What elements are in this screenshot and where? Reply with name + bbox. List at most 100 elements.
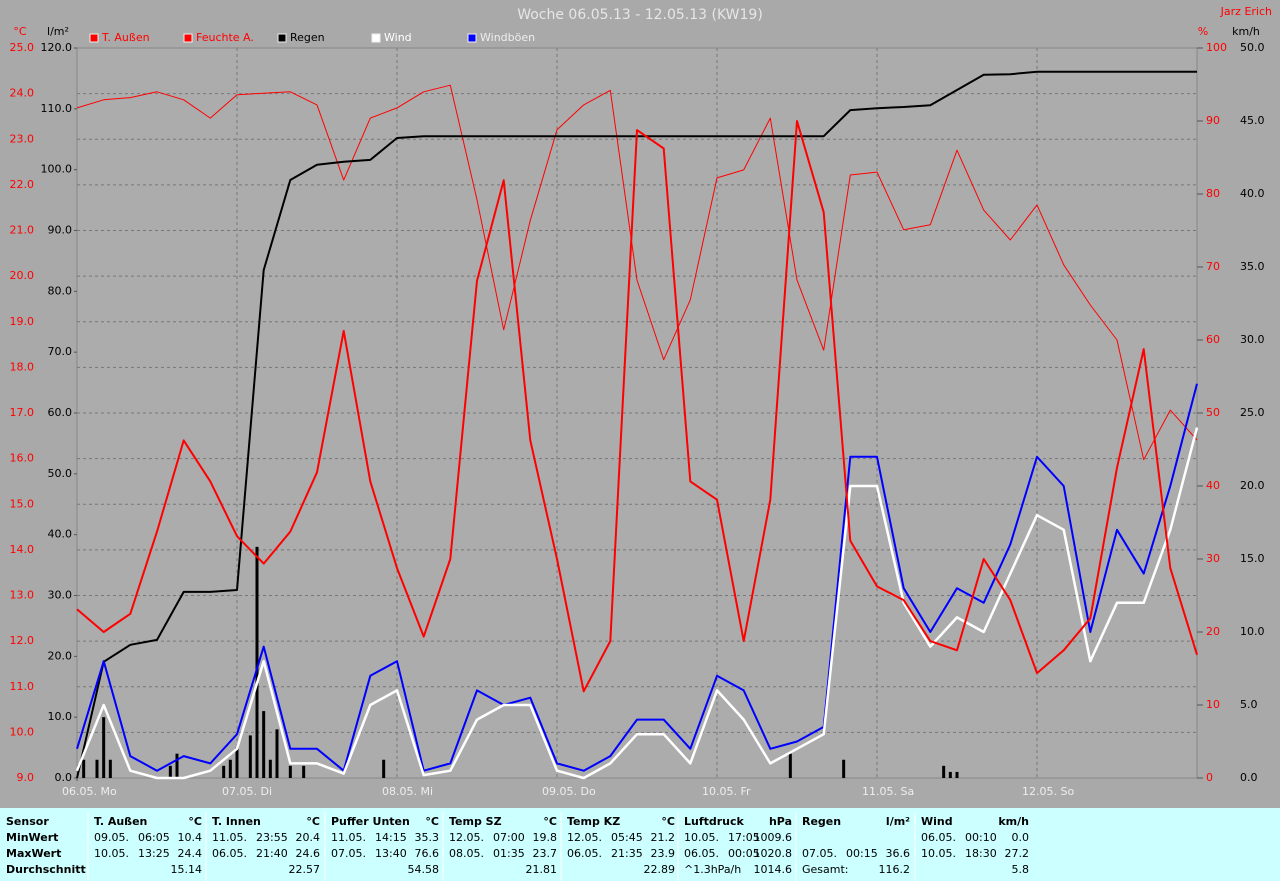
cell: ^1.3hPa/h — [684, 863, 741, 876]
y2-tick-label: 90.0 — [48, 224, 73, 237]
y3-tick-label: 60 — [1206, 333, 1220, 346]
cell: 13:25 — [138, 847, 170, 860]
rain-bar — [262, 711, 266, 778]
legend-swatch — [277, 33, 287, 43]
y-tick-label: 10.0 — [10, 725, 35, 738]
rain-bar — [175, 753, 179, 778]
column-header: Puffer Unten — [331, 815, 410, 828]
cell: 06.05. — [921, 831, 956, 844]
cell: 21:40 — [256, 847, 288, 860]
cell: Gesamt: — [802, 863, 849, 876]
y3-tick-label: 30 — [1206, 552, 1220, 565]
cell: 20.4 — [296, 831, 321, 844]
row-label: MinWert — [6, 831, 58, 844]
legend-swatch — [467, 33, 477, 43]
y4-tick-label: 20.0 — [1240, 479, 1265, 492]
stats-table-bg — [0, 808, 1280, 881]
rain-bar — [955, 771, 959, 778]
cell: 24.4 — [178, 847, 203, 860]
y2-tick-label: 50.0 — [48, 467, 73, 480]
cell: 10.05. — [684, 831, 719, 844]
rain-bar — [168, 765, 172, 778]
cell: 10.05. — [921, 847, 956, 860]
rain-bar — [275, 729, 279, 778]
column-header: Luftdruck — [684, 815, 745, 828]
cell: 15.14 — [171, 863, 203, 876]
rain-bar — [788, 753, 792, 778]
cell: 54.58 — [408, 863, 440, 876]
y-tick-label: 13.0 — [10, 589, 35, 602]
column-unit: °C — [188, 815, 202, 828]
stats-table: Sensor MinWert MaxWert Durchschnitt T. Außen… — [6, 812, 1029, 881]
legend-label: Regen — [290, 31, 325, 44]
x-tick-label: 11.05. Sa — [862, 785, 914, 798]
cell: 22.89 — [644, 863, 676, 876]
cell: 23.7 — [533, 847, 558, 860]
series-line — [76, 383, 1198, 772]
y-axis-unit: °C — [13, 25, 27, 38]
series-line — [76, 120, 1198, 693]
cell: 11.05. — [331, 831, 366, 844]
cell: 24.6 — [296, 847, 321, 860]
y-tick-label: 17.0 — [10, 406, 35, 419]
cell: 0.0 — [1012, 831, 1030, 844]
row-label: Durchschnitt — [6, 863, 86, 876]
y-tick-label: 25.0 — [10, 41, 35, 54]
y-tick-label: 24.0 — [10, 87, 35, 100]
cell: 12.05. — [567, 831, 602, 844]
cell: 06.05. — [212, 847, 247, 860]
y4-axis-unit: km/h — [1232, 25, 1260, 38]
chart-title: Woche 06.05.13 - 12.05.13 (KW19) — [517, 7, 763, 23]
cell: 19.8 — [533, 831, 558, 844]
y-tick-label: 19.0 — [10, 315, 35, 328]
cell: 07.05. — [802, 847, 837, 860]
y2-tick-label: 80.0 — [48, 284, 73, 297]
column-unit: l/m² — [886, 815, 910, 828]
cell: 35.3 — [415, 831, 440, 844]
y-tick-label: 20.0 — [10, 269, 35, 282]
cell: 06:05 — [138, 831, 170, 844]
rain-bar — [288, 765, 292, 778]
y2-tick-label: 110.0 — [41, 102, 73, 115]
column-header: T. Außen — [94, 815, 147, 828]
y4-tick-label: 30.0 — [1240, 333, 1265, 346]
y-tick-label: 11.0 — [10, 680, 35, 693]
y2-tick-label: 30.0 — [48, 589, 73, 602]
cell: 13:40 — [375, 847, 407, 860]
legend-label: Windböen — [480, 31, 535, 44]
column-unit: °C — [306, 815, 320, 828]
y3-axis-unit: % — [1198, 25, 1208, 38]
column-header: Regen — [802, 815, 841, 828]
cell: 01:35 — [493, 847, 525, 860]
column-unit: °C — [425, 815, 439, 828]
y2-tick-label: 120.0 — [41, 41, 73, 54]
cell: 21.81 — [526, 863, 558, 876]
y4-tick-label: 15.0 — [1240, 552, 1265, 565]
rain-bar — [235, 747, 239, 778]
y2-tick-label: 100.0 — [41, 163, 73, 176]
y4-tick-label: 50.0 — [1240, 41, 1265, 54]
cell: 07.05. — [331, 847, 366, 860]
rain-bar — [248, 735, 252, 778]
cell: 1009.6 — [754, 831, 793, 844]
y-tick-label: 22.0 — [10, 178, 35, 191]
cell: 00:15 — [846, 847, 878, 860]
cell: 22.57 — [289, 863, 321, 876]
column-header: T. Innen — [212, 815, 261, 828]
cell: 23.9 — [651, 847, 676, 860]
x-tick-label: 08.05. Mi — [382, 785, 433, 798]
cell: 23:55 — [256, 831, 288, 844]
y-tick-label: 15.0 — [10, 497, 35, 510]
y3-tick-label: 70 — [1206, 260, 1220, 273]
y2-tick-label: 10.0 — [48, 710, 73, 723]
x-tick-label: 10.05. Fr — [702, 785, 751, 798]
column-unit: km/h — [998, 815, 1029, 828]
cell: 10.05. — [94, 847, 129, 860]
legend-label: Wind — [384, 31, 412, 44]
y-tick-label: 21.0 — [10, 224, 35, 237]
author: Jarz Erich — [1220, 5, 1272, 18]
rain-bar — [228, 759, 232, 778]
rain-bar — [108, 759, 112, 778]
series-line — [75, 427, 1199, 780]
